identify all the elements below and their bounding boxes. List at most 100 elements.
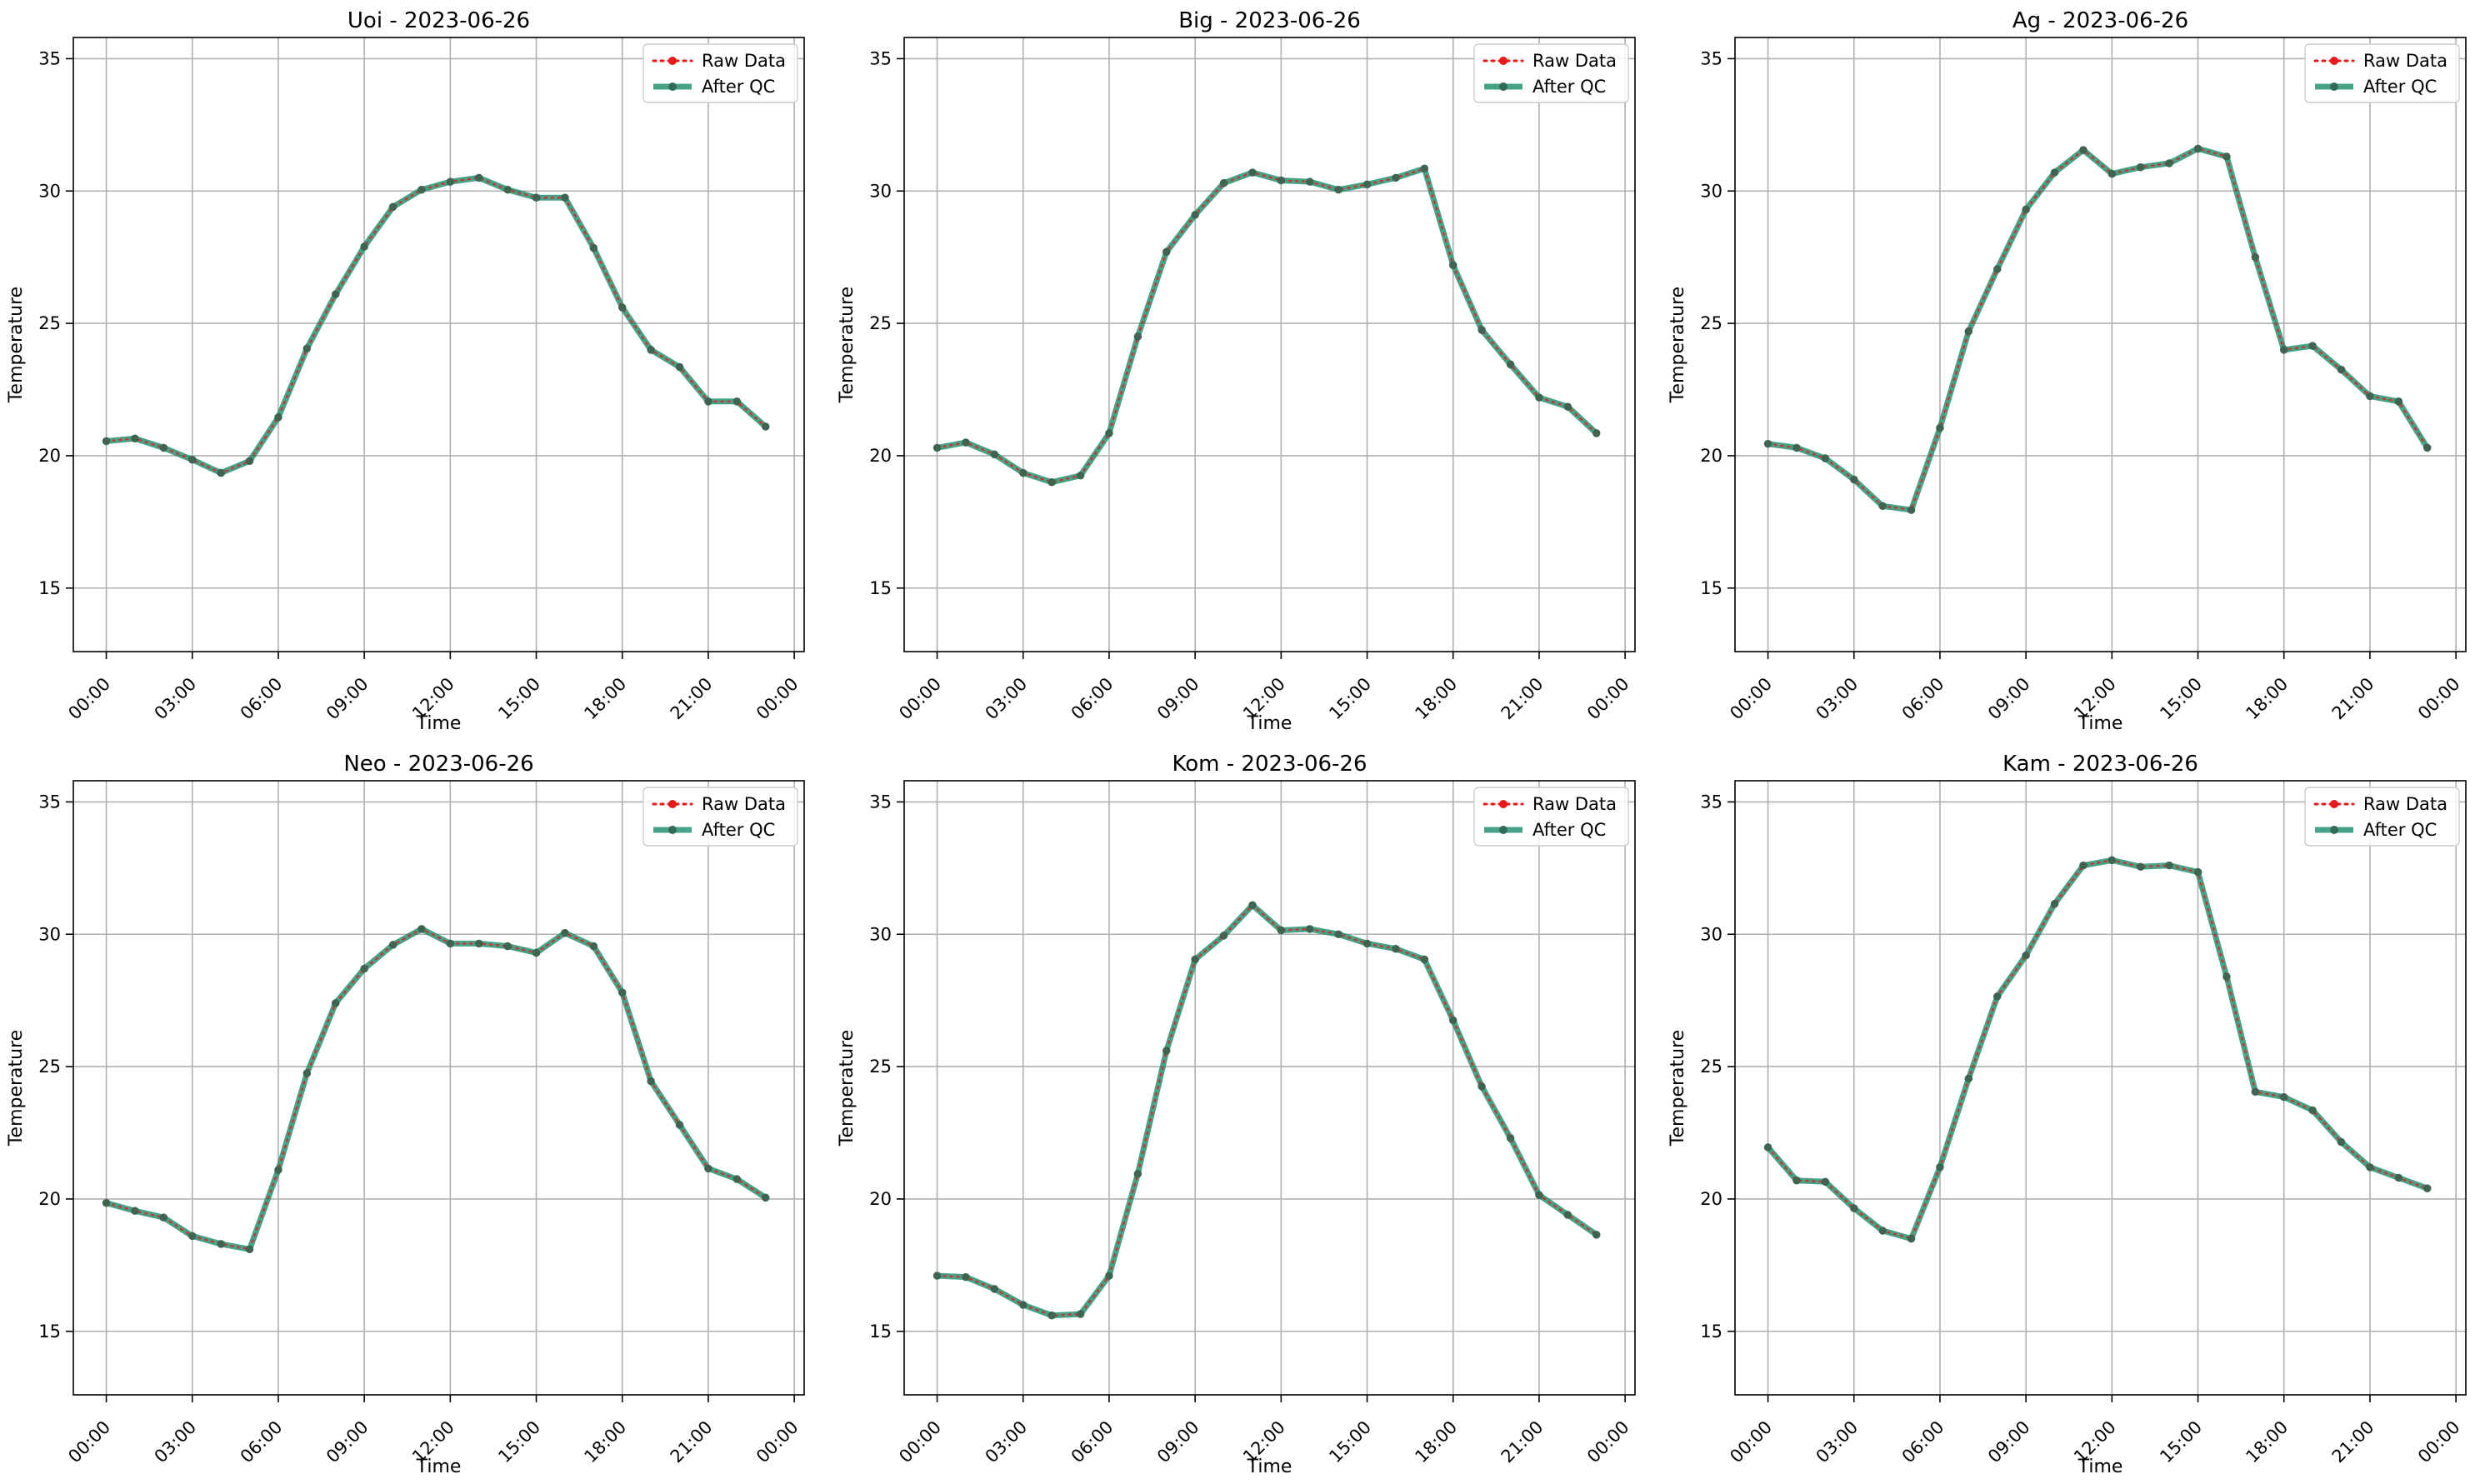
- after-qc-point: [1219, 178, 1228, 187]
- after-qc-point: [1478, 1082, 1486, 1091]
- y-tick-label: 20: [1700, 1189, 1722, 1209]
- after-qc-point: [1018, 1301, 1028, 1309]
- y-tick-label: 25: [38, 313, 61, 333]
- after-qc-point: [2050, 168, 2059, 177]
- after-qc-point: [1964, 1074, 1973, 1083]
- legend-marker-after-qc: [2330, 826, 2338, 834]
- legend-marker-raw-data: [2330, 800, 2338, 808]
- after-qc-point: [1305, 177, 1314, 186]
- legend-marker-after-qc: [1499, 82, 1508, 91]
- after-qc-point: [159, 443, 168, 452]
- x-tick-label: 00:00: [752, 674, 802, 724]
- subplot-2: 00:00 03:00 06:00 09:00 12:00 15:00 18:00 21:00…: [837, 8, 1636, 734]
- x-tick-label: 15:00: [1325, 1417, 1375, 1467]
- x-tick-label: 18:00: [581, 1417, 631, 1467]
- after-qc-point: [2108, 169, 2117, 178]
- after-qc-point: [2193, 144, 2202, 153]
- after-qc-point: [532, 193, 541, 202]
- after-qc-point: [1448, 1016, 1458, 1025]
- after-qc-point: [1506, 360, 1515, 369]
- x-tick-label: 18:00: [2242, 1417, 2292, 1467]
- legend-label-after-qc: After QC: [2363, 77, 2437, 97]
- subplot-6: 00:00 03:00 06:00 09:00 12:00 15:00 18:00 21:00…: [1668, 752, 2467, 1477]
- x-tick-label: 00:00: [895, 674, 945, 724]
- legend-label-after-qc: After QC: [1532, 820, 1606, 840]
- after-qc-point: [761, 422, 770, 431]
- y-tick-label: 20: [38, 446, 61, 466]
- after-qc-point: [2422, 1184, 2432, 1193]
- after-qc-point: [2251, 252, 2260, 262]
- subplot-5: 00:00 03:00 06:00 09:00 12:00 15:00 18:00 21:00…: [837, 752, 1636, 1477]
- after-qc-point: [2136, 162, 2145, 172]
- y-tick-label: 25: [38, 1057, 61, 1077]
- after-qc-point: [589, 942, 598, 951]
- x-tick-label: 00:00: [64, 674, 114, 724]
- x-axis-label: Time: [416, 713, 462, 734]
- after-qc-point: [1362, 180, 1372, 189]
- x-tick-label: 00:00: [1726, 1417, 1776, 1467]
- after-qc-point: [1821, 454, 1830, 462]
- series-line-after-qc: [1765, 857, 2431, 1242]
- legend-marker-raw-data: [668, 800, 677, 808]
- series-line-after-qc: [103, 174, 769, 477]
- x-tick-label: 21:00: [667, 674, 717, 724]
- after-qc-point: [1478, 326, 1486, 334]
- x-tick-label: 09:00: [1984, 1417, 2034, 1467]
- y-axis-label: Temperature: [6, 287, 27, 403]
- legend: Raw Data After QC: [642, 43, 798, 103]
- after-qc-point: [1506, 1134, 1515, 1142]
- x-tick-label: 09:00: [1153, 1417, 1203, 1467]
- legend: Raw Data After QC: [1473, 43, 1629, 103]
- after-qc-point: [2108, 856, 2117, 865]
- x-tick-label: 03:00: [1812, 1417, 1862, 1467]
- legend-marker-raw-data: [1499, 57, 1508, 65]
- after-qc-point: [1907, 506, 1916, 514]
- after-qc-point: [274, 1166, 282, 1174]
- y-tick-label: 30: [1700, 924, 1722, 944]
- after-qc-point: [131, 434, 139, 443]
- y-tick-label: 15: [869, 1322, 892, 1342]
- legend-label-after-qc: After QC: [702, 77, 775, 97]
- after-qc-point: [102, 1198, 111, 1207]
- after-qc-point: [1334, 185, 1342, 194]
- after-qc-point: [1048, 1311, 1056, 1320]
- series-line-raw-data: [105, 927, 768, 1251]
- after-qc-point: [2165, 159, 2173, 167]
- after-qc-point: [360, 242, 368, 251]
- y-tick-label: 15: [38, 1322, 61, 1342]
- x-tick-label: 09:00: [322, 674, 372, 724]
- after-qc-point: [360, 964, 368, 973]
- after-qc-point: [532, 948, 541, 957]
- x-tick-label: 18:00: [1412, 674, 1462, 724]
- after-qc-point: [1420, 955, 1429, 964]
- after-qc-point: [245, 457, 254, 466]
- y-axis-label: Temperature: [1668, 1030, 1688, 1147]
- after-qc-point: [2079, 146, 2088, 154]
- after-qc-point: [1133, 1169, 1142, 1178]
- x-tick-label: 15:00: [2156, 674, 2206, 724]
- after-qc-point: [1219, 932, 1228, 940]
- after-qc-point: [1076, 1310, 1085, 1318]
- chart-title: Ag - 2023-06-26: [2012, 8, 2188, 33]
- after-qc-point: [418, 185, 426, 194]
- series-line-after-qc: [934, 165, 1600, 486]
- x-tick-label: 00:00: [64, 1417, 114, 1467]
- y-tick-label: 20: [1700, 446, 1722, 466]
- after-qc-point: [1821, 1177, 1830, 1187]
- after-qc-point: [2136, 862, 2145, 872]
- x-axis-label: Time: [416, 1457, 462, 1477]
- legend-label-after-qc: After QC: [1532, 77, 1606, 97]
- y-tick-label: 20: [38, 1189, 61, 1209]
- chart-title: Big - 2023-06-26: [1178, 8, 1361, 33]
- y-tick-label: 15: [1700, 578, 1722, 598]
- legend-label-after-qc: After QC: [702, 820, 775, 840]
- after-qc-point: [2050, 899, 2059, 908]
- x-axis-label: Time: [2078, 1457, 2123, 1477]
- y-tick-label: 35: [869, 48, 892, 68]
- x-tick-label: 15:00: [494, 674, 544, 724]
- after-qc-point: [446, 177, 455, 186]
- x-tick-label: 00:00: [1583, 1417, 1633, 1467]
- after-qc-point: [2165, 861, 2173, 870]
- after-qc-point: [1763, 439, 1772, 448]
